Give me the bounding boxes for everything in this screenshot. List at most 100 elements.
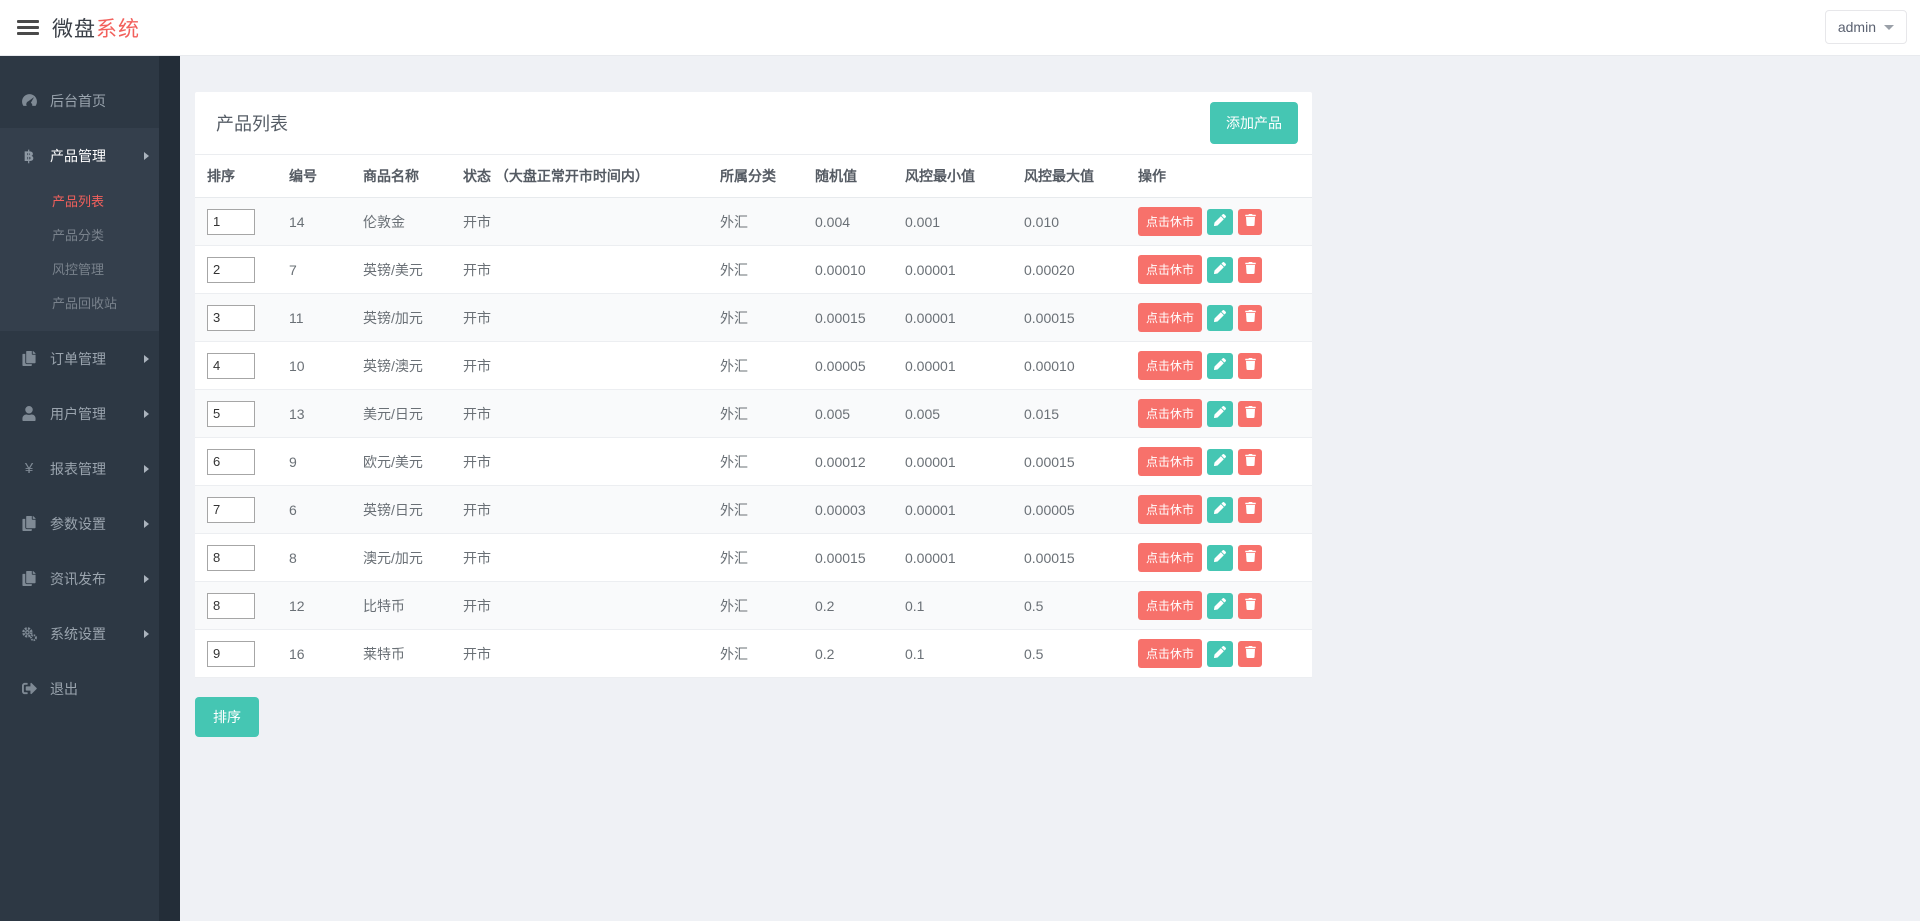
sidebar-item-param[interactable]: 参数设置 bbox=[0, 496, 159, 551]
delete-button[interactable] bbox=[1238, 448, 1263, 475]
edit-button[interactable] bbox=[1207, 448, 1234, 475]
close-market-button[interactable]: 点击休市 bbox=[1138, 591, 1203, 620]
sort-input[interactable] bbox=[207, 544, 255, 571]
delete-button[interactable] bbox=[1238, 496, 1263, 523]
column-header-status: 状态 （大盘正常开市时间内） bbox=[463, 168, 649, 184]
edit-button[interactable] bbox=[1207, 592, 1234, 619]
delete-button[interactable] bbox=[1238, 640, 1263, 667]
chevron-right-icon bbox=[144, 354, 149, 363]
cell-category: 外汇 bbox=[720, 261, 748, 278]
close-market-button[interactable]: 点击休市 bbox=[1138, 639, 1203, 668]
sort-input[interactable] bbox=[207, 400, 255, 427]
sidebar-subitem-product-recycle[interactable]: 产品回收站 bbox=[52, 295, 118, 311]
dashboard-icon bbox=[19, 92, 39, 109]
close-market-button[interactable]: 点击休市 bbox=[1138, 543, 1203, 572]
sort-input[interactable] bbox=[207, 256, 255, 283]
cell-category: 外汇 bbox=[720, 357, 748, 374]
column-header-sort: 排序 bbox=[207, 168, 235, 184]
cell-status: 开市 bbox=[463, 645, 491, 662]
main-content: 产品列表 添加产品 排序 编号 商品名称 状态 （大盘正常开市时间内） 所属分类 随机值 风… bbox=[180, 56, 1920, 921]
sidebar-item-user[interactable]: 用户管理 bbox=[0, 386, 159, 441]
sidebar-item-dashboard[interactable]: 后台首页 bbox=[0, 73, 159, 128]
sort-input[interactable] bbox=[207, 448, 255, 475]
sidebar-subitem-product-list[interactable]: 产品列表 bbox=[52, 193, 105, 209]
cell-id: 12 bbox=[289, 597, 305, 614]
row-actions: 点击休市 bbox=[1138, 399, 1304, 428]
close-market-button[interactable]: 点击休市 bbox=[1138, 207, 1203, 236]
row-actions: 点击休市 bbox=[1138, 447, 1304, 476]
cell-risk-min: 0.1 bbox=[905, 597, 925, 614]
edit-button[interactable] bbox=[1207, 544, 1234, 571]
delete-button[interactable] bbox=[1238, 544, 1263, 571]
sort-input[interactable] bbox=[207, 208, 255, 235]
add-product-button[interactable]: 添加产品 bbox=[1210, 102, 1298, 144]
trash-icon bbox=[1244, 646, 1256, 661]
column-header-random: 随机值 bbox=[815, 168, 857, 184]
cell-category: 外汇 bbox=[720, 213, 748, 230]
sidebar-subitem-product-category[interactable]: 产品分类 bbox=[52, 227, 105, 243]
sort-input[interactable] bbox=[207, 592, 255, 619]
delete-button[interactable] bbox=[1238, 592, 1263, 619]
sort-input[interactable] bbox=[207, 352, 255, 379]
cell-risk-min: 0.001 bbox=[905, 213, 941, 230]
sidebar-item-label: 用户管理 bbox=[50, 405, 106, 422]
close-market-button[interactable]: 点击休市 bbox=[1138, 255, 1203, 284]
cell-risk-max: 0.010 bbox=[1024, 213, 1060, 230]
sidebar-item-label: 参数设置 bbox=[50, 515, 106, 532]
sidebar-item-label: 后台首页 bbox=[50, 92, 106, 109]
sort-input[interactable] bbox=[207, 640, 255, 667]
cell-risk-max: 0.00015 bbox=[1024, 309, 1075, 326]
cell-risk-min: 0.00001 bbox=[905, 549, 956, 566]
close-market-button[interactable]: 点击休市 bbox=[1138, 399, 1203, 428]
sidebar-item-news[interactable]: 资讯发布 bbox=[0, 551, 159, 606]
sort-input[interactable] bbox=[207, 496, 255, 523]
cell-status: 开市 bbox=[463, 213, 491, 230]
edit-button[interactable] bbox=[1207, 400, 1234, 427]
close-market-button[interactable]: 点击休市 bbox=[1138, 495, 1203, 524]
cell-category: 外汇 bbox=[720, 405, 748, 422]
cell-category: 外汇 bbox=[720, 645, 748, 662]
edit-button[interactable] bbox=[1207, 208, 1234, 235]
close-market-button[interactable]: 点击休市 bbox=[1138, 447, 1203, 476]
sidebar-item-system[interactable]: 系统设置 bbox=[0, 606, 159, 661]
cell-id: 11 bbox=[289, 309, 304, 326]
sidebar-item-order[interactable]: 订单管理 bbox=[0, 331, 159, 386]
edit-button[interactable] bbox=[1207, 304, 1234, 331]
close-market-button[interactable]: 点击休市 bbox=[1138, 351, 1203, 380]
trash-icon bbox=[1244, 406, 1256, 421]
column-header-category: 所属分类 bbox=[720, 168, 776, 184]
pencil-icon bbox=[1214, 214, 1227, 229]
cell-status: 开市 bbox=[463, 597, 491, 614]
menu-toggle-icon[interactable] bbox=[17, 20, 39, 35]
delete-button[interactable] bbox=[1238, 400, 1263, 427]
edit-button[interactable] bbox=[1207, 256, 1234, 283]
row-actions: 点击休市 bbox=[1138, 639, 1304, 668]
close-market-button[interactable]: 点击休市 bbox=[1138, 303, 1203, 332]
cell-risk-max: 0.015 bbox=[1024, 405, 1060, 422]
cell-status: 开市 bbox=[463, 453, 491, 470]
user-menu-button[interactable]: admin bbox=[1824, 10, 1907, 44]
edit-button[interactable] bbox=[1207, 640, 1234, 667]
logout-icon bbox=[19, 681, 39, 696]
sidebar-item-report[interactable]: ¥ 报表管理 bbox=[0, 441, 159, 496]
delete-button[interactable] bbox=[1238, 352, 1263, 379]
edit-button[interactable] bbox=[1207, 352, 1234, 379]
cell-random: 0.00015 bbox=[815, 549, 866, 566]
sidebar-item-logout[interactable]: 退出 bbox=[0, 661, 159, 716]
delete-button[interactable] bbox=[1238, 208, 1263, 235]
sidebar-subitem-risk-control[interactable]: 风控管理 bbox=[52, 261, 105, 277]
sort-button[interactable]: 排序 bbox=[195, 697, 259, 737]
delete-button[interactable] bbox=[1238, 256, 1263, 283]
delete-button[interactable] bbox=[1238, 304, 1263, 331]
cell-risk-max: 0.00010 bbox=[1024, 357, 1075, 374]
caret-down-icon bbox=[1884, 24, 1894, 30]
sort-input[interactable] bbox=[207, 304, 255, 331]
sidebar-scrollbar[interactable] bbox=[159, 56, 180, 921]
edit-button[interactable] bbox=[1207, 496, 1234, 523]
table-row: 6 英镑/日元 开市 外汇 0.00003 0.00001 0.00005 点击休市 bbox=[195, 485, 1312, 534]
chevron-right-icon bbox=[144, 409, 149, 418]
sidebar-item-product[interactable]: ฿ 产品管理 bbox=[0, 128, 159, 183]
table-row: 13 美元/日元 开市 外汇 0.005 0.005 0.015 点击休市 bbox=[195, 389, 1312, 438]
cell-random: 0.2 bbox=[815, 645, 835, 662]
cell-category: 外汇 bbox=[720, 549, 748, 566]
